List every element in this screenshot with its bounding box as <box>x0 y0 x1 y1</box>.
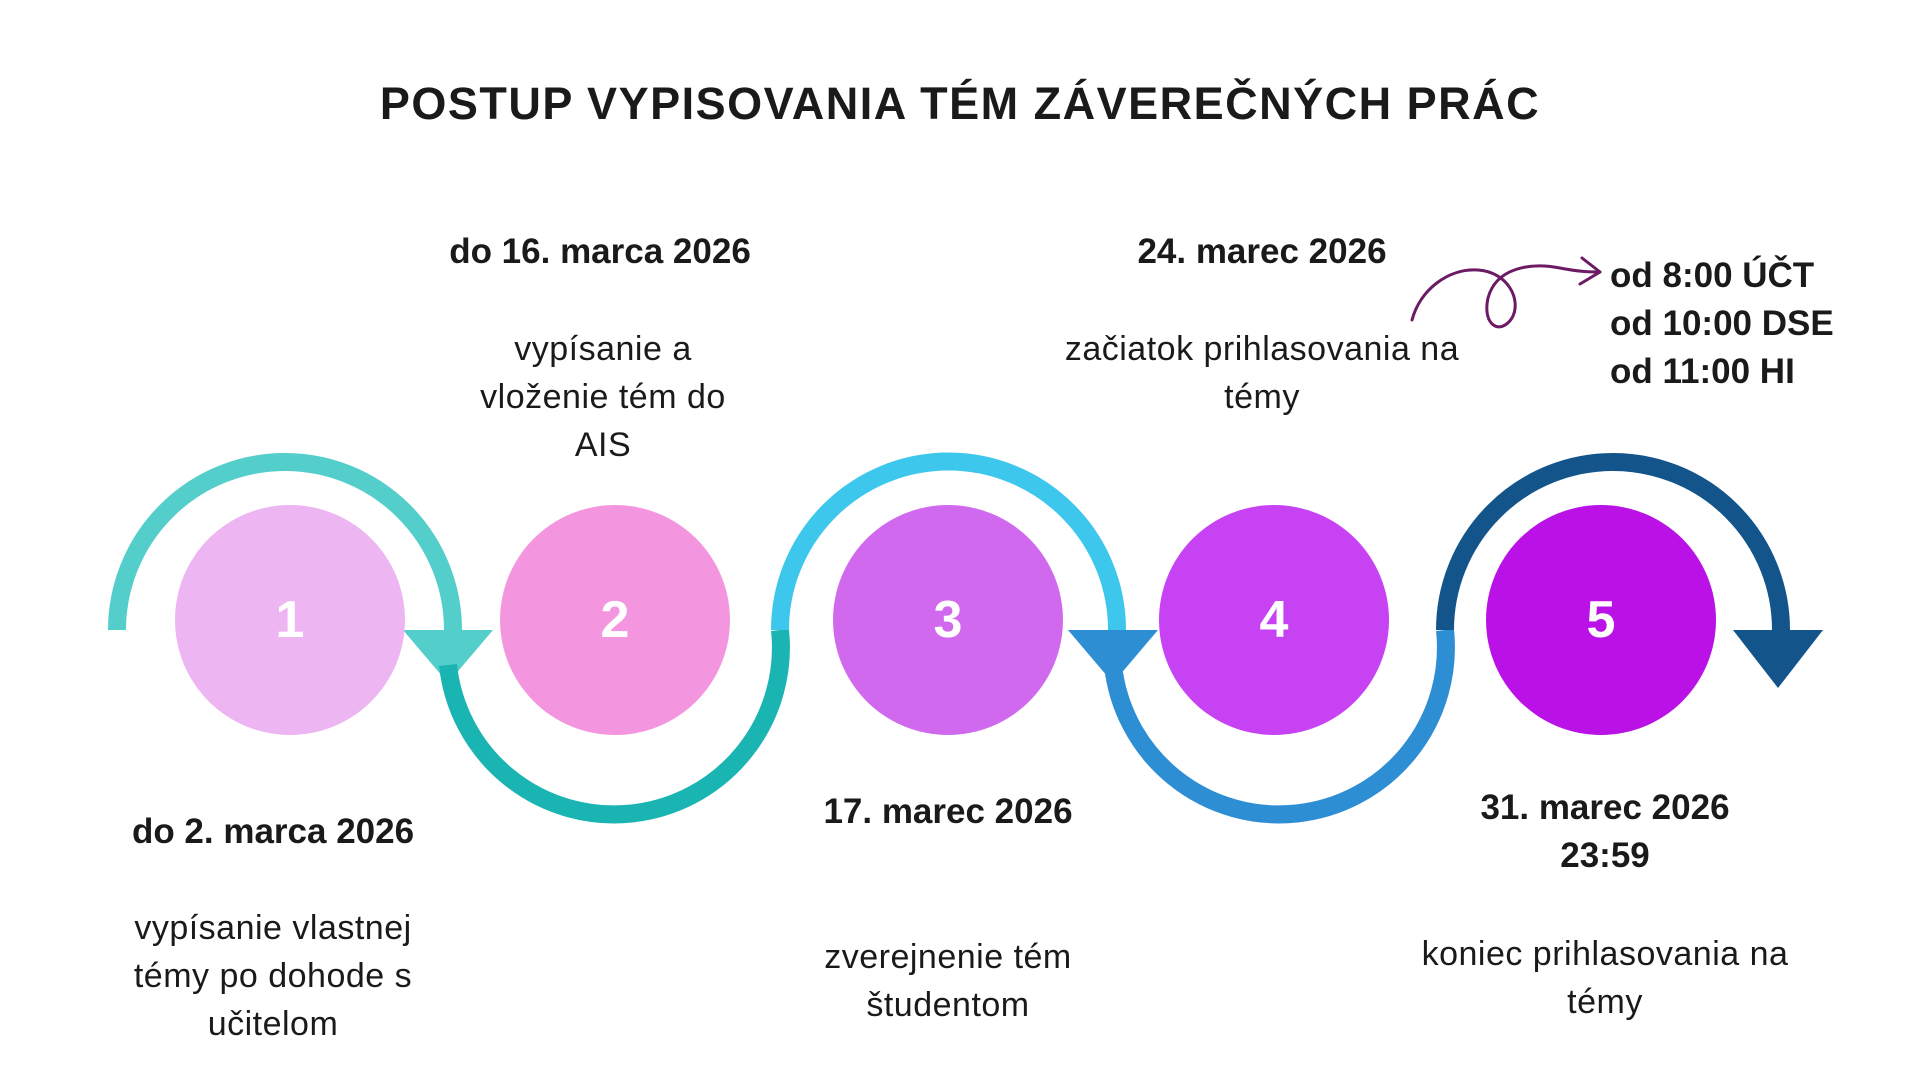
flow-arc-5 <box>1436 453 1790 631</box>
step-5-date: 31. marec 2026 23:59 <box>1480 788 1730 875</box>
step-4-date: 24. marec 2026 <box>1137 232 1387 271</box>
flow-arc-2 <box>439 629 790 824</box>
flow-arrowhead-3 <box>1068 630 1158 683</box>
login-time-1: od 8:00 ÚČT <box>1610 256 1815 295</box>
step-1-date: do 2. marca 2026 <box>131 812 415 851</box>
flow-arrowhead-1 <box>403 630 493 683</box>
step-3-date: 17. marec 2026 <box>823 792 1073 831</box>
flow-arc-1 <box>108 453 462 631</box>
flow-arc-3 <box>771 452 1126 631</box>
step-4-description: začiatok prihlasovania na témy <box>1064 330 1460 416</box>
step-2-date: do 16. marca 2026 <box>449 232 751 271</box>
login-time-2: od 10:00 DSE <box>1610 304 1834 343</box>
squiggle-arrow <box>1410 264 1602 329</box>
step-1-circle: 1 <box>175 505 405 735</box>
step-1-number: 1 <box>275 591 305 649</box>
step-4-number: 4 <box>1259 591 1289 649</box>
squiggle-arrowhead <box>1578 256 1602 286</box>
step-2-number: 2 <box>600 591 630 649</box>
page-title: POSTUP VYPISOVANIA TÉM ZÁVEREČNÝCH PRÁC <box>379 78 1541 129</box>
step-3-number: 3 <box>933 591 963 649</box>
step-3-description: zverejnenie tém študentom <box>824 938 1072 1024</box>
flow-arrowhead-5 <box>1733 630 1823 688</box>
step-5-number: 5 <box>1586 591 1616 649</box>
login-times: od 8:00 ÚČT od 10:00 DSE od 11:00 HI <box>1610 252 1834 396</box>
step-5-circle: 5 <box>1486 505 1716 735</box>
flow-arc-4 <box>1104 629 1455 824</box>
step-2-description: vypísanie a vloženie tém do AIS <box>480 330 726 464</box>
step-4-circle: 4 <box>1159 505 1389 735</box>
step-1-description: vypísanie vlastnej témy po dohode s učit… <box>133 909 413 1043</box>
login-time-3: od 11:00 HI <box>1610 352 1795 391</box>
step-2-circle: 2 <box>500 505 730 735</box>
step-5-description: koniec prihlasovania na témy <box>1421 935 1789 1021</box>
step-3-circle: 3 <box>833 505 1063 735</box>
